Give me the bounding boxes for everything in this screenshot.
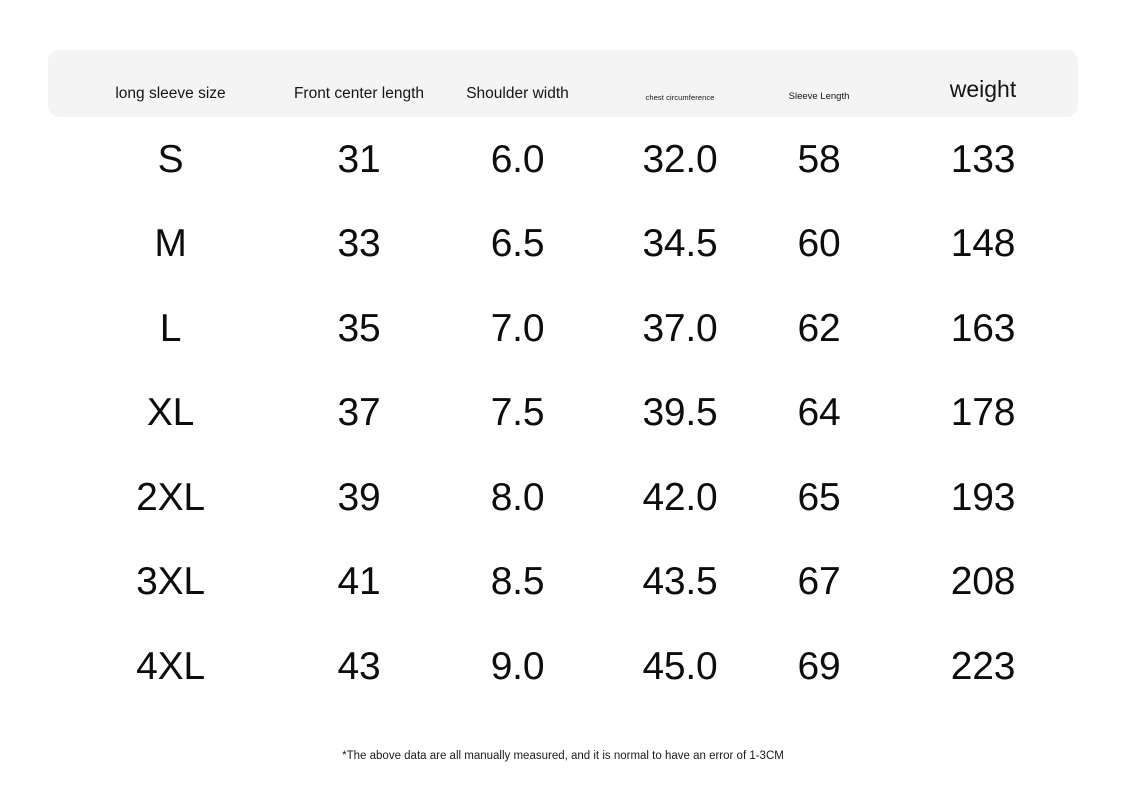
cell-size: S [157, 137, 184, 181]
cell-weight: 208 [950, 560, 1016, 604]
column-header-shoulder-width: Shoulder width [425, 84, 610, 102]
cell-sleeve: 67 [797, 560, 841, 604]
cell-shoulder: 7.5 [490, 391, 545, 435]
cell-chest: 39.5 [642, 391, 718, 435]
cell-shoulder: 6.5 [490, 222, 545, 266]
column-header-size-label: long sleeve size [115, 84, 226, 102]
column-header-sleeve-length: Sleeve Length [750, 90, 888, 102]
cell-size: 3XL [136, 560, 205, 604]
table-row: L 35 7.0 37.0 62 163 [48, 286, 1078, 371]
cell-sleeve: 69 [797, 644, 841, 688]
column-header-size: long sleeve size [48, 84, 293, 102]
table-row: XL 37 7.5 39.5 64 178 [48, 371, 1078, 456]
cell-front: 31 [337, 137, 381, 181]
cell-front: 41 [337, 560, 381, 604]
column-header-sleeve-length-label: Sleeve Length [788, 90, 850, 102]
cell-front: 35 [337, 306, 381, 350]
table-row: 4XL 43 9.0 45.0 69 223 [48, 624, 1078, 709]
cell-shoulder: 9.0 [490, 644, 545, 688]
cell-sleeve: 65 [797, 475, 841, 519]
cell-front: 33 [337, 222, 381, 266]
measurement-disclaimer: *The above data are all manually measure… [342, 750, 784, 762]
cell-size: L [159, 306, 182, 350]
table-row: 2XL 39 8.0 42.0 65 193 [48, 455, 1078, 540]
cell-sleeve: 62 [797, 306, 841, 350]
cell-sleeve: 58 [797, 137, 841, 181]
cell-chest: 32.0 [642, 137, 718, 181]
cell-size: 2XL [136, 475, 205, 519]
column-header-chest-circumference-label: chest circumference [645, 92, 715, 102]
cell-weight: 148 [950, 222, 1016, 266]
cell-chest: 45.0 [642, 644, 718, 688]
table-row: S 31 6.0 32.0 58 133 [48, 117, 1078, 202]
cell-front: 43 [337, 644, 381, 688]
size-chart-table: long sleeve size Front center length Sho… [48, 50, 1078, 762]
table-body: S 31 6.0 32.0 58 133 M 33 6.5 34.5 60 148 L 35 7.0 37.0… [48, 117, 1078, 709]
cell-weight: 223 [950, 644, 1016, 688]
cell-chest: 42.0 [642, 475, 718, 519]
cell-weight: 163 [950, 306, 1016, 350]
cell-shoulder: 6.0 [490, 137, 545, 181]
cell-chest: 37.0 [642, 306, 718, 350]
column-header-weight-label: weight [949, 76, 1017, 102]
column-header-shoulder-width-label: Shoulder width [466, 84, 569, 102]
table-header-row: long sleeve size Front center length Sho… [48, 50, 1078, 117]
cell-front: 39 [337, 475, 381, 519]
cell-weight: 178 [950, 391, 1016, 435]
table-row: M 33 6.5 34.5 60 148 [48, 202, 1078, 287]
cell-sleeve: 60 [797, 222, 841, 266]
cell-shoulder: 7.0 [490, 306, 545, 350]
table-row: 3XL 41 8.5 43.5 67 208 [48, 540, 1078, 625]
cell-shoulder: 8.0 [490, 475, 545, 519]
column-header-weight: weight [888, 78, 1078, 101]
cell-chest: 34.5 [642, 222, 718, 266]
cell-weight: 133 [950, 137, 1016, 181]
cell-size: M [154, 222, 187, 266]
cell-shoulder: 8.5 [490, 560, 545, 604]
column-header-chest-circumference: chest circumference [610, 92, 750, 102]
column-header-front-center-length-label: Front center length [293, 84, 425, 102]
cell-size: XL [146, 391, 195, 435]
cell-front: 37 [337, 391, 381, 435]
cell-chest: 43.5 [642, 560, 718, 604]
cell-size: 4XL [136, 644, 205, 688]
column-header-front-center-length: Front center length [293, 84, 425, 102]
cell-weight: 193 [950, 475, 1016, 519]
cell-sleeve: 64 [797, 391, 841, 435]
